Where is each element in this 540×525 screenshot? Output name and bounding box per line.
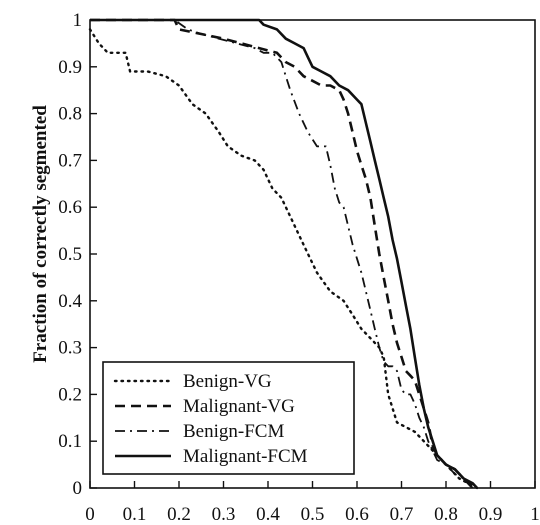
y-tick-label: 0.1 — [58, 431, 82, 452]
x-tick-label: 0.8 — [434, 504, 458, 525]
x-tick-label: 0.7 — [390, 504, 414, 525]
x-tick-label: 0.9 — [479, 504, 503, 525]
legend-label-0: Benign-VG — [183, 371, 272, 392]
legend: Benign-VG Malignant-VG Benign-FCM Malignant… — [102, 361, 355, 475]
x-tick-label: 0.2 — [167, 504, 191, 525]
y-tick-label: 0.6 — [58, 197, 82, 218]
x-tick-label: 0.6 — [345, 504, 369, 525]
x-tick-label: 0.4 — [256, 504, 280, 525]
y-tick-label: 0.3 — [58, 338, 82, 359]
series-line-3 — [90, 18, 479, 489]
series-line-2 — [90, 19, 474, 489]
x-tick-label: 0 — [85, 504, 95, 525]
x-tick-label: 0.1 — [123, 504, 147, 525]
legend-label-3: Malignant-FCM — [183, 446, 308, 467]
y-tick-label: 0.4 — [58, 291, 82, 312]
series-line-0 — [88, 28, 479, 490]
y-tick-label: 0.9 — [58, 57, 82, 78]
x-tick-label: 0.5 — [301, 504, 325, 525]
series-layer — [88, 18, 479, 490]
x-tick-label: 0.3 — [212, 504, 236, 525]
plot-frame — [89, 19, 536, 489]
legend-box — [102, 361, 355, 475]
y-tick-label: 0 — [73, 478, 83, 499]
y-tick-label: 1 — [73, 10, 83, 31]
x-tick-label: 1 — [530, 504, 540, 525]
y-axis-label: Fraction of correctly segmented — [30, 105, 51, 363]
legend-label-1: Malignant-VG — [183, 396, 295, 417]
y-axis-ticks: 0 0.1 0.2 0.3 0.4 0.5 0.6 0.7 0.8 0.9 1 — [58, 10, 97, 499]
y-tick-label: 0.7 — [58, 150, 82, 171]
y-tick-label: 0.2 — [58, 384, 82, 405]
x-axis-ticks: 0 0.1 0.2 0.3 0.4 0.5 0.6 0.7 0.8 0.9 1 — [85, 481, 540, 525]
legend-label-2: Benign-FCM — [183, 421, 284, 442]
y-tick-label: 0.5 — [58, 244, 82, 265]
y-tick-label: 0.8 — [58, 104, 82, 125]
